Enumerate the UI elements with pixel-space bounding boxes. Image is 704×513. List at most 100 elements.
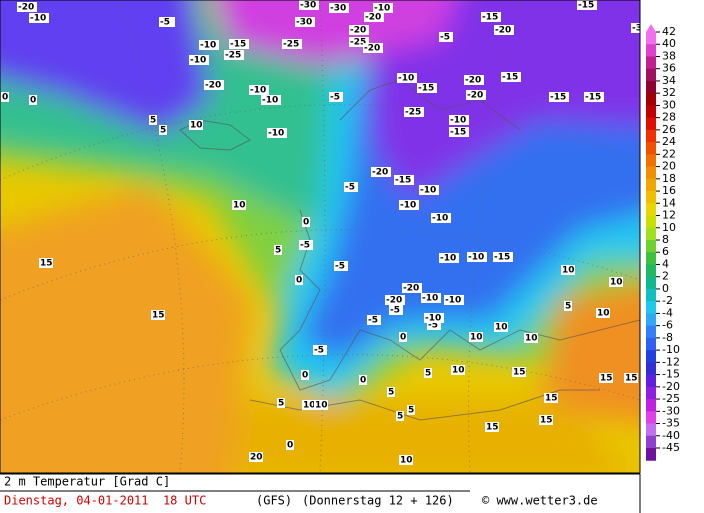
contour-label: 15 — [545, 394, 558, 404]
color-band — [646, 191, 656, 204]
legend-label: 4 — [662, 257, 669, 270]
color-band — [646, 240, 656, 253]
contour-label-box — [151, 310, 165, 320]
contour-label: -10 — [268, 129, 284, 139]
contour-label-box — [407, 405, 415, 415]
contour-label: 10 — [315, 401, 328, 411]
contour-label: -5 — [335, 262, 345, 272]
contour-label: -10 — [400, 201, 416, 211]
contour-label-box — [302, 400, 316, 410]
contour-label: -5 — [368, 316, 378, 326]
contour-label: -15 — [418, 84, 434, 94]
contour-label: -10 — [200, 41, 216, 51]
contour-label: 5 — [408, 406, 414, 416]
valid-date: Dienstag, 04-01-2011 18 UTC — [4, 494, 206, 508]
contour-label: -5 — [330, 93, 340, 103]
legend-label: 34 — [662, 74, 676, 87]
contour-label-box — [29, 95, 37, 105]
contour-label: -20 — [386, 296, 402, 306]
contour-label: -15 — [395, 176, 411, 186]
color-band — [646, 68, 656, 82]
contour-label-box — [399, 332, 407, 342]
contour-label: 10 — [495, 323, 508, 333]
contour-label-box — [524, 333, 538, 343]
contour-label: -10 — [432, 214, 448, 224]
contour-label: -10 — [190, 56, 206, 66]
contour-label-box — [295, 275, 303, 285]
contour-label-box — [329, 3, 349, 13]
color-band — [646, 337, 656, 351]
contour-label: 20 — [250, 453, 263, 463]
contour-label: -15 — [502, 73, 518, 83]
contour-label: -15 — [585, 93, 601, 103]
legend-label: 22 — [662, 147, 676, 160]
contour-label: -30 — [296, 18, 312, 28]
contour-label: 10 — [400, 456, 413, 466]
contour-label-box — [329, 92, 343, 102]
contour-label: 0 — [303, 218, 309, 228]
contour-label-box — [189, 55, 209, 65]
contour-label-box — [29, 13, 49, 23]
contour-label-box — [387, 387, 395, 397]
contour-label: 15 — [540, 416, 553, 426]
legend-label: 26 — [662, 123, 676, 136]
color-band — [646, 129, 656, 143]
contour-label: -10 — [468, 253, 484, 263]
legend-label: 8 — [662, 233, 669, 246]
contour-label-box — [224, 50, 244, 60]
legend-label: 20 — [662, 160, 676, 173]
contour-label: -20 — [467, 91, 483, 101]
contour-label-box — [299, 240, 313, 250]
contour-label-box — [444, 295, 464, 305]
contour-label: 5 — [565, 302, 571, 312]
contour-label-box — [599, 373, 613, 383]
legend-label: 16 — [662, 184, 676, 197]
contour-label-box — [389, 305, 403, 315]
contour-label: 0 — [30, 96, 36, 106]
contour-label: 0 — [360, 376, 366, 386]
contour-label: -25 — [350, 38, 366, 48]
contour-label-box — [493, 252, 513, 262]
contour-label: -10 — [30, 14, 46, 24]
legend-label: -20 — [662, 380, 680, 393]
contour-label-box — [313, 345, 327, 355]
color-band — [646, 411, 656, 425]
contour-label-box — [539, 415, 553, 425]
contour-label-box — [421, 293, 441, 303]
contour-label: 15 — [40, 259, 53, 269]
contour-label-box — [424, 313, 444, 323]
contour-label-box — [277, 398, 285, 408]
contour-label: -20 — [372, 168, 388, 178]
contour-label-box — [363, 43, 383, 53]
contour-label: -15 — [550, 93, 566, 103]
legend-label: -12 — [662, 355, 680, 368]
contour-label-box — [204, 80, 224, 90]
contour-label: 5 — [275, 246, 281, 256]
legend-label: -10 — [662, 343, 680, 356]
legend-label: 28 — [662, 111, 676, 124]
contour-label-box — [299, 0, 319, 10]
contour-label-box — [261, 95, 281, 105]
contour-label-box — [494, 25, 514, 35]
contour-label-box — [385, 295, 405, 305]
contour-label: -20 — [350, 26, 366, 36]
contour-label-box — [512, 367, 526, 377]
contour-label-box — [494, 322, 508, 332]
color-band — [646, 374, 656, 388]
contour-label: 5 — [160, 126, 166, 136]
color-band — [646, 93, 656, 106]
contour-label-box — [39, 258, 53, 268]
source-credit: © www.wetter3.de — [482, 494, 598, 508]
contour-label: -10 — [262, 96, 278, 106]
legend-label: -6 — [662, 319, 673, 332]
contour-label: 0 — [400, 333, 406, 343]
contour-label: 5 — [278, 399, 284, 409]
contour-label: -10 — [250, 86, 266, 96]
color-band — [646, 227, 656, 241]
legend-label: -40 — [662, 429, 680, 442]
color-band — [646, 117, 656, 131]
contour-label: -5 — [314, 346, 324, 356]
contour-label-box — [544, 393, 558, 403]
contour-label: -5 — [345, 183, 355, 193]
contour-label: 15 — [625, 374, 638, 384]
